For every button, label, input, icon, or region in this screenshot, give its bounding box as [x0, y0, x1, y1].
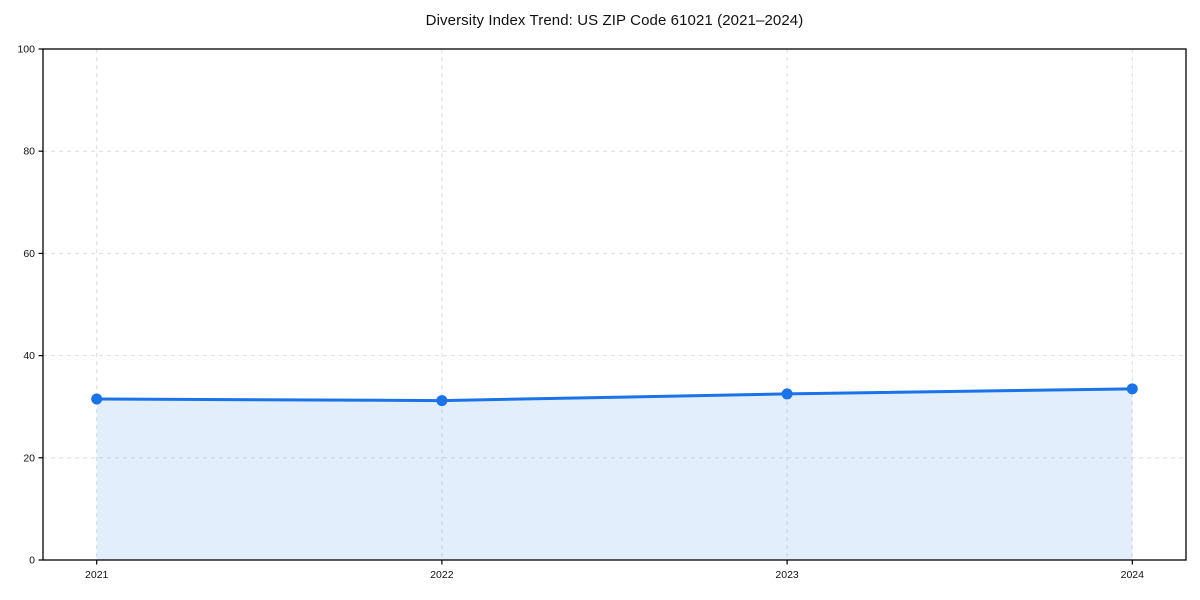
x-tick-label-2021: 2021 [85, 569, 109, 581]
data-point-2021 [91, 393, 103, 405]
area-fill [96, 388, 1133, 560]
x-tick-label-2022: 2022 [430, 569, 454, 581]
chart-title: Diversity Index Trend: US ZIP Code 61021… [425, 12, 804, 29]
y-tick-label-80: 80 [23, 146, 35, 158]
trend-line [95, 387, 1134, 403]
y-tick-label-0: 0 [29, 555, 35, 567]
y-tick-label-100: 100 [17, 44, 35, 56]
data-point-2024 [1126, 383, 1138, 395]
data-point-2023 [781, 388, 793, 400]
x-tick-label-2023: 2023 [775, 569, 799, 581]
plot-border [42, 48, 1187, 561]
data-point-2022 [436, 395, 448, 407]
y-tick-label-20: 20 [23, 452, 35, 464]
x-tick-label-2024: 2024 [1121, 569, 1145, 581]
y-tick-label-40: 40 [23, 350, 35, 362]
y-tick-label-60: 60 [23, 248, 35, 260]
